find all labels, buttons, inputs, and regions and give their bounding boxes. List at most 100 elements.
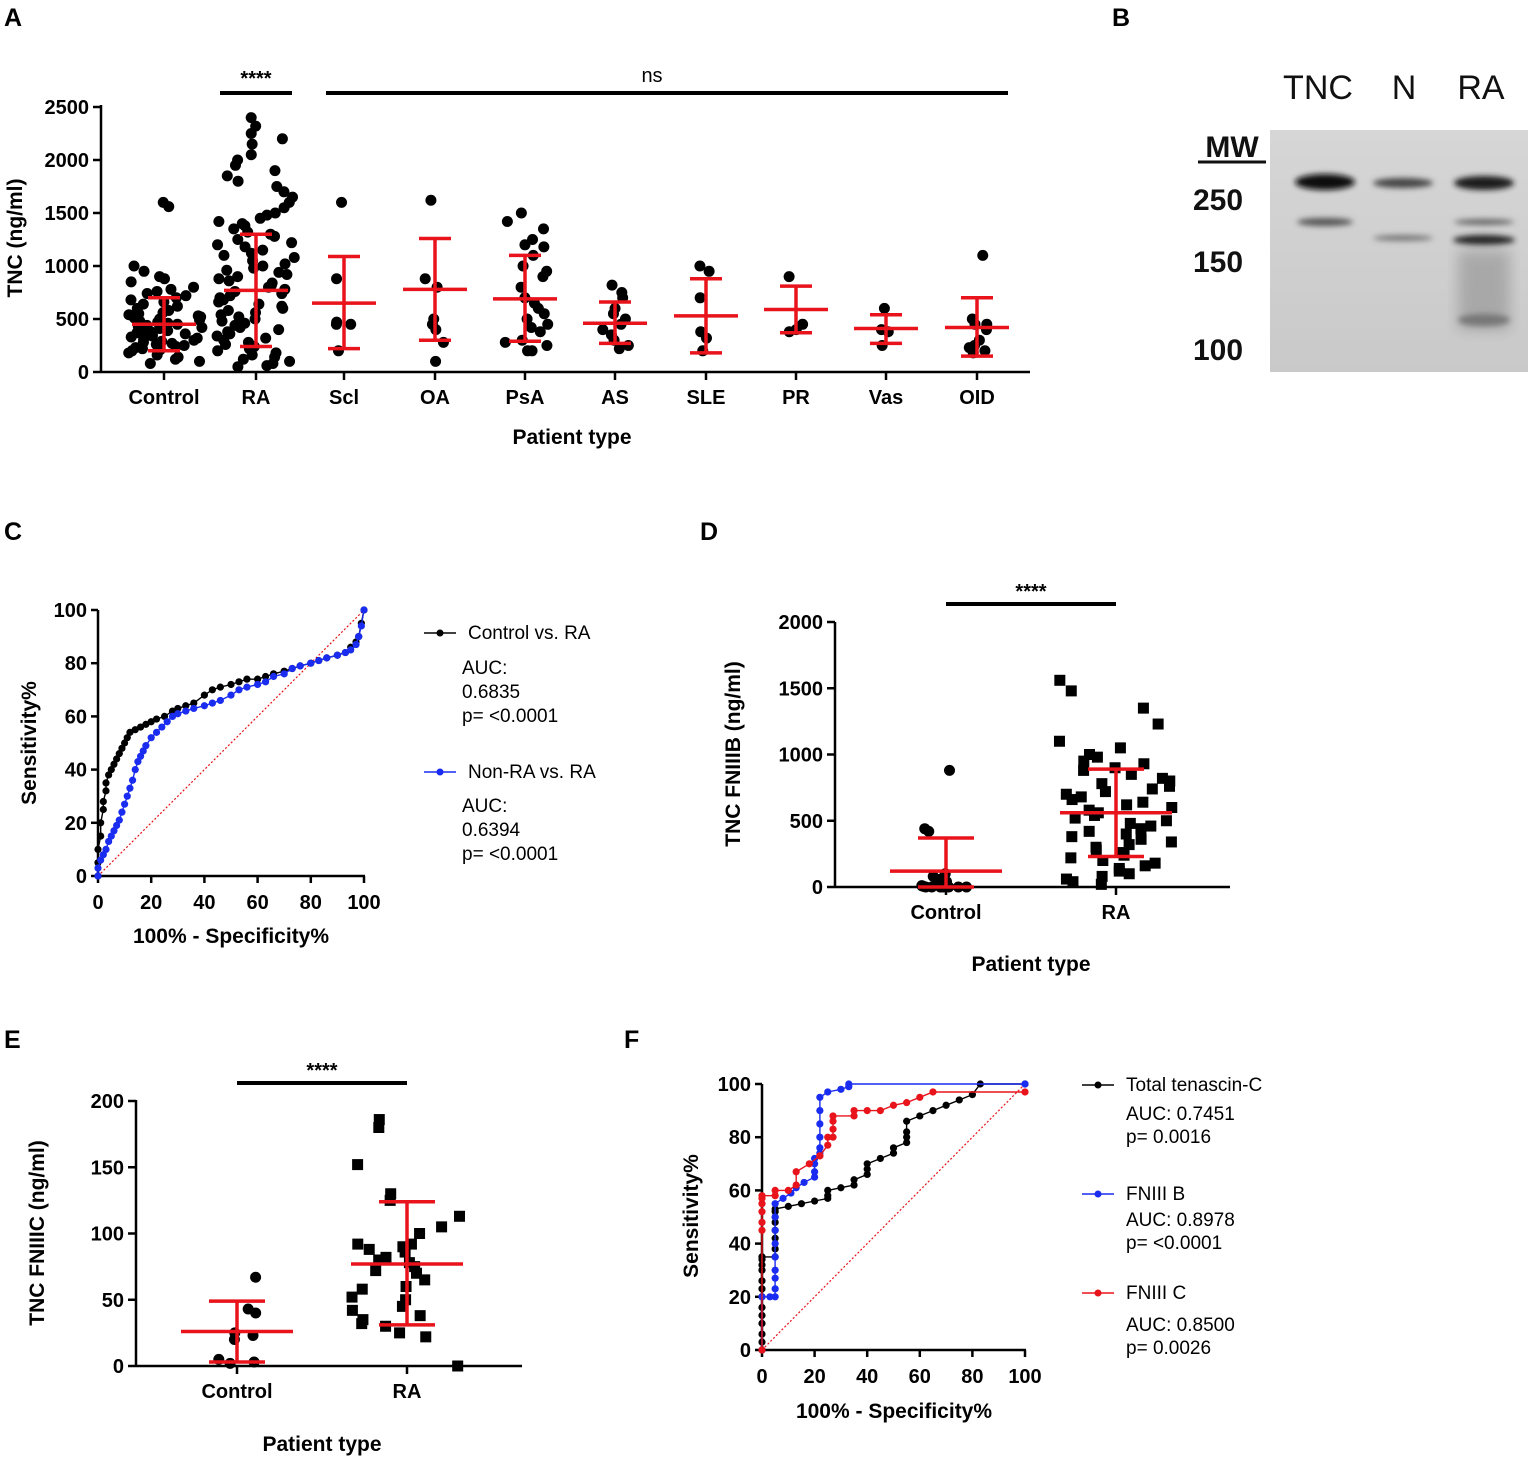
d-point-ra bbox=[1137, 796, 1149, 808]
a-point-control bbox=[179, 328, 191, 340]
c-roc-point-0 bbox=[99, 805, 107, 814]
e-point-ra bbox=[420, 1331, 432, 1343]
d-point-ra bbox=[1078, 755, 1090, 767]
panel-d-sig-label: **** bbox=[1015, 581, 1046, 603]
panel-f-legend-p-fniiic: p= 0.0026 bbox=[1126, 1338, 1211, 1359]
f-roc-point-0 bbox=[837, 1184, 845, 1192]
blot-mw-marker-100: 100 bbox=[1193, 334, 1243, 367]
a-point-oid bbox=[979, 345, 991, 357]
f-xtick-label: 40 bbox=[856, 1366, 878, 1388]
d-point-ra bbox=[1069, 812, 1081, 824]
c-roc-point-1 bbox=[296, 662, 304, 670]
f-roc-line-2 bbox=[761, 1091, 1025, 1350]
f-roc-point-0 bbox=[863, 1160, 871, 1168]
f-roc-point-2 bbox=[758, 1200, 766, 1208]
f-roc-point-2 bbox=[758, 1208, 766, 1216]
c-roc-point-1 bbox=[254, 680, 262, 689]
d-point-ra bbox=[1095, 878, 1107, 890]
blot-band-tnc-200 bbox=[1297, 218, 1353, 226]
d-point-ra bbox=[1139, 860, 1151, 872]
e-point-ra bbox=[409, 1261, 421, 1273]
f-roc-point-1 bbox=[771, 1213, 779, 1221]
c-roc-point-1 bbox=[128, 776, 137, 784]
f-roc-point-0 bbox=[850, 1181, 858, 1189]
blot-lane-label-n: N bbox=[1392, 69, 1417, 107]
f-roc-point-2 bbox=[863, 1107, 871, 1115]
d-point-ra bbox=[1065, 685, 1077, 697]
f-roc-point-2 bbox=[850, 1112, 858, 1120]
d-point-ra bbox=[1156, 772, 1168, 784]
d-point-ra bbox=[1099, 786, 1111, 798]
a-point-control bbox=[180, 290, 192, 302]
a-point-control bbox=[188, 281, 200, 293]
f-roc-point-1 bbox=[816, 1133, 824, 1141]
blot-band-ra-250 bbox=[1454, 176, 1514, 190]
f-roc-point-2 bbox=[805, 1160, 813, 1168]
c-roc-point-1 bbox=[352, 640, 360, 649]
a-point-ra bbox=[218, 249, 230, 261]
a-point-ra bbox=[220, 338, 232, 350]
f-reference-diagonal bbox=[761, 1083, 1026, 1351]
f-roc-point-1 bbox=[837, 1085, 845, 1093]
c-roc-point-1 bbox=[182, 707, 190, 715]
a-point-scl bbox=[345, 318, 357, 330]
f-roc-point-2 bbox=[916, 1093, 924, 1101]
panel-c-roc-chart: Sensitivity% 100% - Specificity% 0 20 40 60… bbox=[18, 600, 596, 948]
a-point-control bbox=[171, 300, 183, 312]
a-point-control bbox=[178, 340, 190, 351]
a-point-ra bbox=[278, 186, 290, 198]
e-point-control bbox=[250, 1271, 262, 1283]
panel-c-legend-p-control: p= <0.0001 bbox=[462, 706, 558, 727]
a-ytick-label: 2000 bbox=[45, 150, 90, 172]
f-roc-point-1 bbox=[771, 1285, 779, 1293]
a-point-control bbox=[188, 334, 200, 346]
e-point-ra bbox=[452, 1360, 464, 1372]
blot-lane-label-ra: RA bbox=[1457, 69, 1505, 107]
a-point-ra bbox=[232, 175, 244, 187]
f-roc-point-2 bbox=[829, 1112, 837, 1120]
c-roc-point-1 bbox=[347, 646, 355, 654]
e-ytick-label: 0 bbox=[113, 1356, 124, 1378]
c-roc-point-1 bbox=[152, 728, 161, 736]
c-roc-point-0 bbox=[200, 691, 208, 699]
e-point-ra bbox=[352, 1159, 364, 1171]
panel-b-western-blot: TNC N RA MW 250 150 100 bbox=[1193, 69, 1528, 372]
a-point-control bbox=[138, 265, 150, 277]
f-roc-point-0 bbox=[903, 1138, 911, 1147]
a-point-ra bbox=[257, 260, 269, 272]
a-point-psa bbox=[542, 318, 554, 330]
a-point-scl bbox=[331, 273, 343, 285]
e-ytick-label: 50 bbox=[102, 1290, 124, 1312]
a-point-ra bbox=[213, 296, 225, 308]
c-roc-point-1 bbox=[261, 678, 270, 686]
a-xtick-label: PsA bbox=[506, 387, 545, 409]
c-ytick-label: 80 bbox=[65, 653, 87, 675]
c-roc-point-0 bbox=[123, 734, 131, 742]
f-roc-point-2 bbox=[758, 1192, 766, 1200]
c-roc-point-1 bbox=[105, 837, 113, 846]
c-roc-point-0 bbox=[121, 739, 129, 747]
f-roc-point-0 bbox=[916, 1112, 924, 1120]
c-xtick-label: 40 bbox=[193, 892, 215, 914]
a-xtick-label: RA bbox=[242, 387, 271, 409]
a-xtick-label: PR bbox=[782, 387, 810, 409]
f-roc-point-2 bbox=[792, 1168, 800, 1176]
panel-c-legend-auc-control: AUC: bbox=[462, 658, 507, 679]
a-point-ra bbox=[278, 202, 290, 214]
blot-band-ra-170 bbox=[1453, 235, 1515, 245]
c-roc-point-0 bbox=[102, 779, 110, 787]
a-point-oa bbox=[430, 355, 442, 367]
f-roc-point-0 bbox=[942, 1101, 950, 1109]
a-point-scl bbox=[330, 318, 342, 330]
panel-c-legend-auc-value-control: 0.6835 bbox=[462, 682, 520, 703]
f-xtick-label: 80 bbox=[961, 1366, 983, 1388]
c-roc-point-1 bbox=[163, 718, 171, 726]
d-point-ra bbox=[1160, 815, 1172, 827]
c-roc-point-0 bbox=[102, 787, 110, 795]
f-roc-point-1 bbox=[771, 1253, 779, 1261]
d-point-ra bbox=[1145, 820, 1157, 832]
f-roc-point-1 bbox=[771, 1293, 779, 1301]
a-point-ra bbox=[221, 264, 233, 276]
f-roc-point-1 bbox=[779, 1194, 787, 1202]
c-reference-diagonal bbox=[97, 609, 365, 877]
